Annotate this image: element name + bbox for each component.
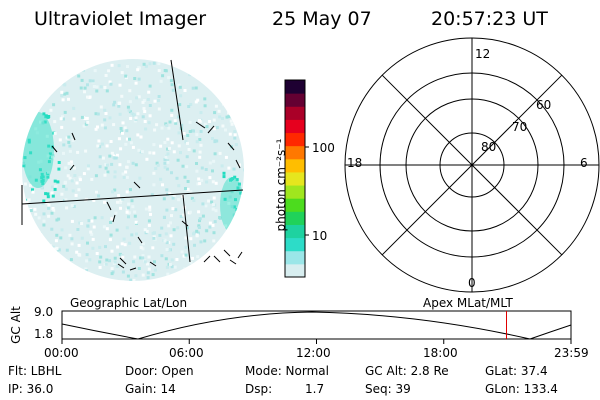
- colorbar-segment: [285, 171, 305, 186]
- colorbar-segment: [285, 106, 305, 120]
- timeline-left-title: Geographic Lat/Lon: [70, 296, 188, 310]
- polar-diagonal-2: [381, 74, 563, 256]
- colorbar-segment: [285, 263, 305, 278]
- glon-info: GLon: 133.4: [485, 382, 558, 396]
- x-tick-0000: 00:00: [44, 346, 79, 360]
- colorbar-segment: [285, 158, 305, 173]
- colorbar-segment: [285, 250, 305, 265]
- image-disc-background: [22, 59, 244, 281]
- colorbar-segment: [285, 224, 305, 239]
- x-tick-2359: 23:59: [554, 346, 589, 360]
- colorbar-segment: [285, 132, 305, 147]
- gc-alt-info: GC Alt: 2.8 Re: [365, 364, 449, 378]
- time-label: 20:57:23 UT: [431, 8, 548, 30]
- glat-info: GLat: 37.4: [485, 364, 548, 378]
- altitude-curve: [61, 311, 572, 340]
- lat-label-60: 60: [536, 98, 552, 112]
- colorbar: [284, 79, 309, 278]
- colorbar-segment: [285, 237, 305, 252]
- gain-info: Gain: 14: [125, 382, 176, 396]
- timeline-x-ticks: [61, 339, 572, 344]
- lat-label-80: 80: [481, 140, 497, 154]
- colorbar-segment: [285, 80, 305, 94]
- uv-image-disc: [21, 59, 244, 281]
- polar-grid: [344, 37, 600, 293]
- mlt-label-0: 0: [468, 276, 476, 290]
- longitude-line-lower: [182, 194, 191, 263]
- colorbar-unit-label: photon cm⁻²s⁻¹: [274, 138, 288, 232]
- colorbar-label-100: 100: [312, 141, 335, 155]
- filter-info: Flt: LBHL: [8, 364, 62, 378]
- door-info: Door: Open: [125, 364, 194, 378]
- seq-info: Seq: 39: [365, 382, 411, 396]
- timeline-y-tick-top: 9.0: [34, 305, 54, 319]
- dsp-value: 1.7: [305, 382, 325, 396]
- x-tick-1800: 18:00: [423, 346, 458, 360]
- mlt-label-12: 12: [475, 47, 491, 61]
- x-tick-1200: 12:00: [296, 346, 331, 360]
- timeline-panel: [61, 310, 572, 344]
- dsp-label: Dsp:: [245, 382, 273, 396]
- colorbar-segment: [285, 198, 305, 212]
- mlt-label-6: 6: [580, 156, 588, 170]
- timeline-y-tick-bottom: 1.8: [34, 327, 54, 341]
- colorbar-label-10: 10: [312, 229, 328, 243]
- colorbar-segment: [285, 211, 305, 225]
- colorbar-segment: [285, 185, 305, 199]
- colorbar-segment: [285, 145, 305, 160]
- date-label: 25 May 07: [272, 8, 372, 30]
- timeline-y-axis-label: GC Alt: [9, 306, 23, 344]
- coastline-segments: [51, 121, 243, 271]
- longitude-line-upper: [170, 59, 184, 141]
- lat-label-70: 70: [512, 120, 528, 134]
- mode-info: Mode: Normal: [245, 364, 329, 378]
- colorbar-segment: [285, 93, 305, 107]
- mlt-label-18: 18: [347, 156, 363, 170]
- colorbar-frame: [284, 79, 306, 278]
- instrument-title: Ultraviolet Imager: [34, 8, 207, 30]
- latitude-line: [21, 189, 244, 205]
- timeline-right-title: Apex MLat/MLT: [423, 296, 513, 310]
- timeline-frame: [61, 310, 572, 340]
- ip-info: IP: 36.0: [8, 382, 54, 396]
- colorbar-segment: [285, 119, 305, 134]
- x-tick-0600: 06:00: [169, 346, 204, 360]
